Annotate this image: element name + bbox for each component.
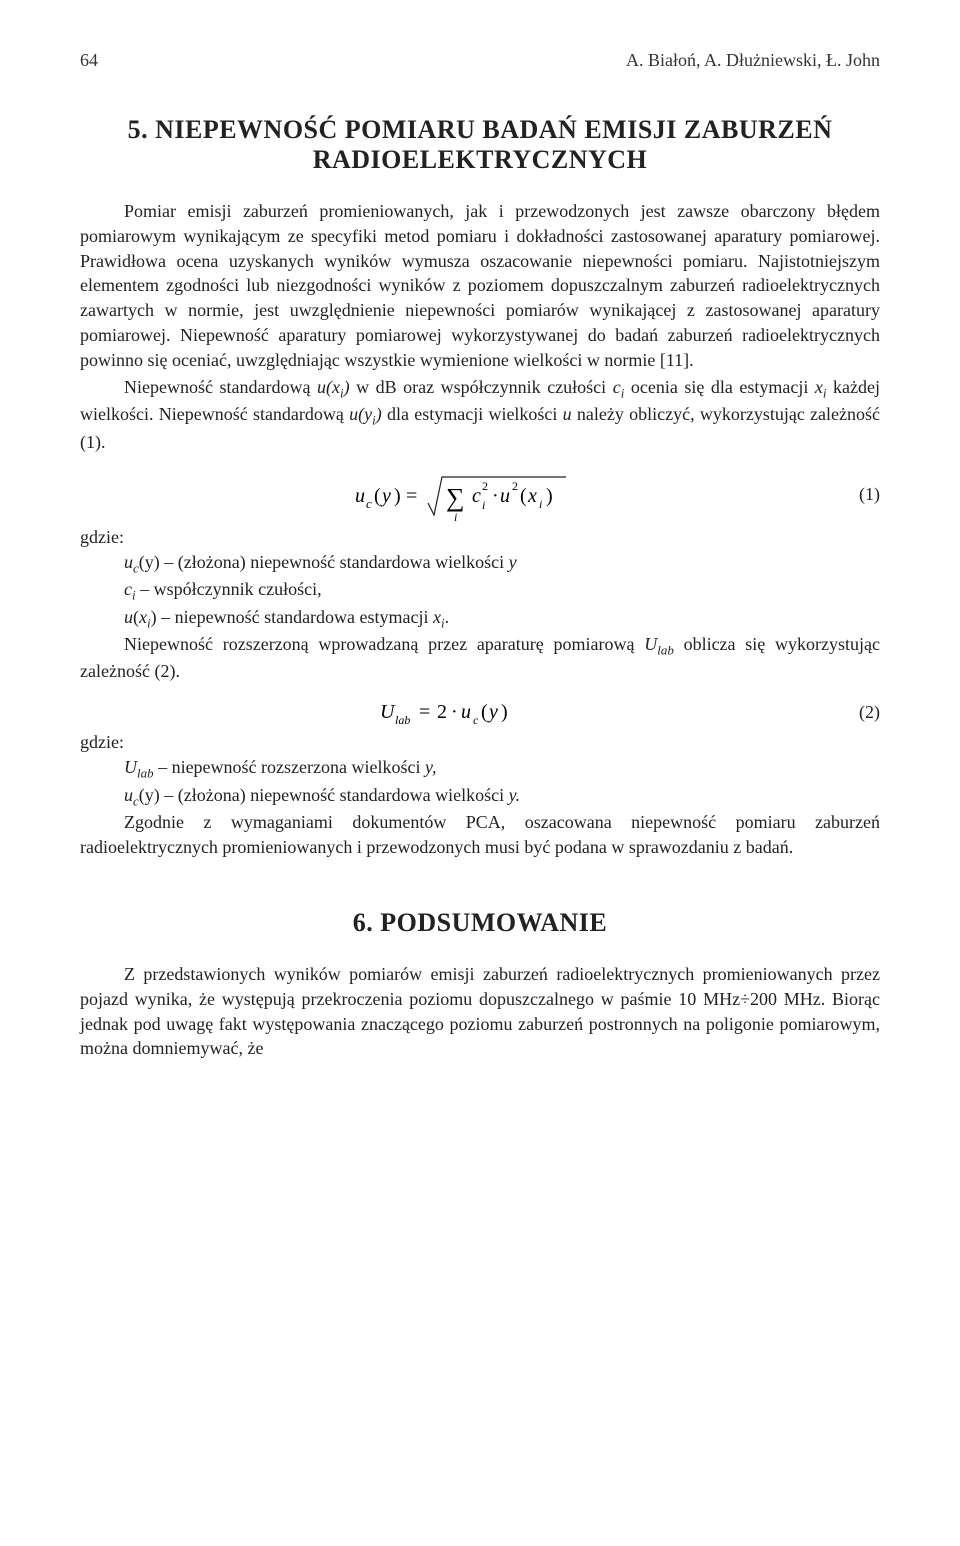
text-run: Niepewność standardową: [124, 377, 317, 397]
symbol-uxi: u(xi): [317, 377, 350, 397]
definition-item: uc(y) – (złożona) niepewność standardowa…: [124, 783, 880, 810]
svg-text:i: i: [482, 498, 485, 512]
section-5-title: 5. NIEPEWNOŚĆ POMIARU BADAŃ EMISJI ZABUR…: [80, 115, 880, 175]
svg-text:u: u: [500, 485, 510, 507]
svg-text:): ): [501, 701, 508, 723]
svg-text:c: c: [366, 496, 372, 511]
svg-text:i: i: [539, 497, 542, 511]
symbol-xi: xi: [815, 377, 827, 397]
where-label-2: gdzie:: [80, 732, 880, 753]
definition-item: ci – współczynnik czułości,: [124, 577, 880, 604]
text-run: Niepewność rozszerzoną wprowadzaną przez…: [124, 634, 644, 654]
running-authors: A. Białoń, A. Dłużniewski, Ł. John: [626, 50, 880, 71]
svg-text:(: (: [520, 485, 527, 507]
svg-text:=: =: [406, 485, 417, 507]
definition-item: u(xi) – niepewność standardowa estymacji…: [124, 605, 880, 632]
svg-text:2: 2: [512, 479, 518, 493]
svg-text:): ): [546, 485, 553, 507]
svg-text:·: ·: [451, 701, 458, 723]
definition-item: uc(y) – (złożona) niepewność standardowa…: [124, 550, 880, 577]
symbol-u: u: [563, 404, 572, 424]
symbol-ci: ci: [613, 377, 625, 397]
equation-2-body: U lab = 2 · u c ( y ): [80, 694, 840, 730]
page-number: 64: [80, 50, 98, 71]
section-5-paragraph-4: Zgodnie z wymaganiami dokumentów PCA, os…: [80, 810, 880, 860]
section-6-paragraph-1: Z przedstawionych wyników pomiarów emisj…: [80, 962, 880, 1061]
svg-text:(: (: [374, 485, 381, 507]
svg-text:2: 2: [437, 701, 447, 723]
text-run: dla estymacji wielkości: [382, 404, 563, 424]
svg-text:i: i: [454, 510, 457, 524]
svg-text:u: u: [355, 485, 365, 507]
equation-1: u c ( y ) = ∑ i c 2 i · u 2 ( x i ): [80, 465, 880, 525]
svg-text:U: U: [380, 701, 396, 723]
svg-text:lab: lab: [395, 713, 410, 727]
section-6-title: 6. PODSUMOWANIE: [80, 908, 880, 938]
svg-text:(: (: [481, 701, 488, 723]
text-run: ocenia się dla estymacji: [624, 377, 815, 397]
equation-1-body: u c ( y ) = ∑ i c 2 i · u 2 ( x i ): [80, 465, 840, 525]
svg-text:): ): [394, 485, 401, 507]
svg-text:x: x: [527, 485, 537, 507]
svg-text:y: y: [487, 701, 498, 723]
symbol-Ulab: Ulab: [644, 634, 674, 654]
equation-1-number: (1): [840, 484, 880, 505]
text-run: w dB oraz współczynnik czułości: [350, 377, 613, 397]
svg-text:u: u: [461, 701, 471, 723]
section-spacer: [80, 862, 880, 908]
svg-text:=: =: [419, 701, 430, 723]
svg-text:·: ·: [492, 485, 499, 507]
svg-text:y: y: [380, 485, 391, 507]
symbol-uyi: u(yi): [349, 404, 382, 424]
section-5-paragraph-2: Niepewność standardową u(xi) w dB oraz w…: [80, 375, 880, 455]
svg-text:c: c: [473, 713, 479, 727]
section-5-paragraph-1: Pomiar emisji zaburzeń promieniowanych, …: [80, 199, 880, 373]
where-label-1: gdzie:: [80, 527, 880, 548]
equation-2: U lab = 2 · u c ( y ) (2): [80, 694, 880, 730]
section-5-paragraph-3: Niepewność rozszerzoną wprowadzaną przez…: [80, 632, 880, 684]
running-head: 64 A. Białoń, A. Dłużniewski, Ł. John: [80, 50, 880, 71]
page: 64 A. Białoń, A. Dłużniewski, Ł. John 5.…: [0, 0, 960, 1546]
definition-list-1: uc(y) – (złożona) niepewność standardowa…: [80, 550, 880, 632]
svg-text:2: 2: [482, 479, 488, 493]
definition-list-2: Ulab – niepewność rozszerzona wielkości …: [80, 755, 880, 810]
definition-item: Ulab – niepewność rozszerzona wielkości …: [124, 755, 880, 782]
svg-text:c: c: [472, 485, 481, 507]
equation-2-number: (2): [840, 702, 880, 723]
svg-text:∑: ∑: [446, 483, 465, 512]
